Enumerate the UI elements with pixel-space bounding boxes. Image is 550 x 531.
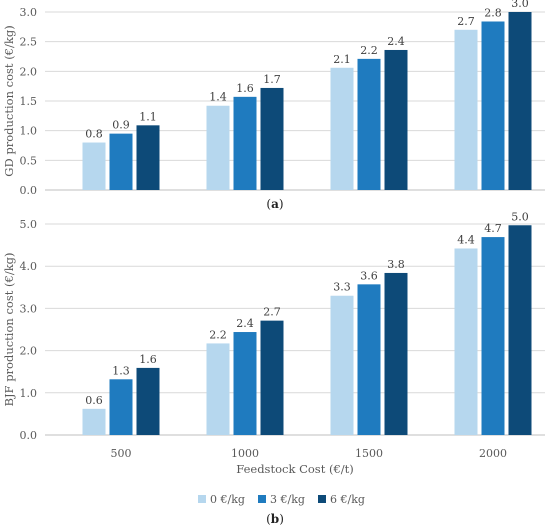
legend-label: 3 €/kg xyxy=(270,493,305,506)
y-tick-label: 1.5 xyxy=(20,95,38,108)
data-label: 3.3 xyxy=(333,281,351,294)
panel-label: (a) xyxy=(266,197,283,211)
data-label: 2.7 xyxy=(263,306,281,319)
data-label: 0.8 xyxy=(85,128,103,141)
data-label: 3.6 xyxy=(360,269,378,282)
legend-label: 6 €/kg xyxy=(330,493,365,506)
bar xyxy=(206,105,230,190)
x-tick-label: 500 xyxy=(111,447,132,460)
y-tick-label: 1.0 xyxy=(20,387,38,400)
data-label: 1.1 xyxy=(139,110,157,123)
data-label: 4.4 xyxy=(457,233,475,246)
data-label: 2.7 xyxy=(457,15,475,28)
data-label: 2.4 xyxy=(387,35,405,48)
bar xyxy=(384,49,408,191)
legend-swatch xyxy=(318,495,326,503)
bar xyxy=(109,133,133,190)
bar xyxy=(330,67,354,190)
y-tick-label: 1.0 xyxy=(20,125,38,138)
data-label: 1.6 xyxy=(139,353,157,366)
x-tick-label: 2000 xyxy=(479,447,507,460)
bar xyxy=(109,379,133,435)
panel-label: (b) xyxy=(266,512,284,526)
bar xyxy=(136,125,160,190)
y-axis-label: GD production cost (€/kg) xyxy=(2,25,16,176)
data-label: 4.7 xyxy=(484,222,502,235)
bar xyxy=(481,237,505,435)
y-tick-label: 0.5 xyxy=(20,154,38,167)
data-label: 0.9 xyxy=(112,119,130,132)
bar xyxy=(454,29,478,190)
data-label: 1.3 xyxy=(112,364,130,377)
bar xyxy=(82,408,106,435)
data-label: 1.4 xyxy=(209,91,227,104)
bar xyxy=(206,343,230,435)
data-label: 2.4 xyxy=(236,317,254,330)
bar xyxy=(508,12,532,190)
data-label: 0.6 xyxy=(85,394,103,407)
y-tick-label: 5.0 xyxy=(20,218,38,231)
data-label: 2.8 xyxy=(484,6,502,19)
y-tick-label: 2.0 xyxy=(20,345,38,358)
bar xyxy=(136,367,160,435)
bar xyxy=(233,332,257,435)
data-label: 2.2 xyxy=(360,44,378,57)
data-label: 2.1 xyxy=(333,53,351,66)
y-tick-label: 3.0 xyxy=(20,6,38,19)
data-label: 3.0 xyxy=(511,0,529,10)
bar xyxy=(233,96,257,190)
data-label: 1.6 xyxy=(236,82,254,95)
bar xyxy=(82,142,106,190)
bar xyxy=(260,320,284,435)
y-tick-label: 3.0 xyxy=(20,302,38,315)
bar xyxy=(357,58,381,190)
y-tick-label: 4.0 xyxy=(20,260,38,273)
y-tick-label: 2.5 xyxy=(20,36,38,49)
x-tick-label: 1500 xyxy=(355,447,383,460)
bar xyxy=(481,21,505,191)
bar xyxy=(508,225,532,435)
y-tick-label: 0.0 xyxy=(20,184,38,197)
legend-swatch xyxy=(198,495,206,503)
y-axis-label: BJF production cost (€/kg) xyxy=(2,252,16,406)
bar xyxy=(454,248,478,435)
data-label: 3.8 xyxy=(387,258,405,271)
data-label: 2.2 xyxy=(209,328,227,341)
x-axis-label: Feedstock Cost (€/t) xyxy=(236,462,354,476)
data-label: 5.0 xyxy=(511,210,529,223)
bar xyxy=(260,87,284,190)
bar xyxy=(357,284,381,435)
y-tick-label: 2.0 xyxy=(20,65,38,78)
bar xyxy=(330,295,354,435)
bar xyxy=(384,272,408,435)
x-tick-label: 1000 xyxy=(231,447,259,460)
legend-swatch xyxy=(258,495,266,503)
y-tick-label: 0.0 xyxy=(20,429,38,442)
legend-label: 0 €/kg xyxy=(210,493,245,506)
data-label: 1.7 xyxy=(263,73,281,86)
